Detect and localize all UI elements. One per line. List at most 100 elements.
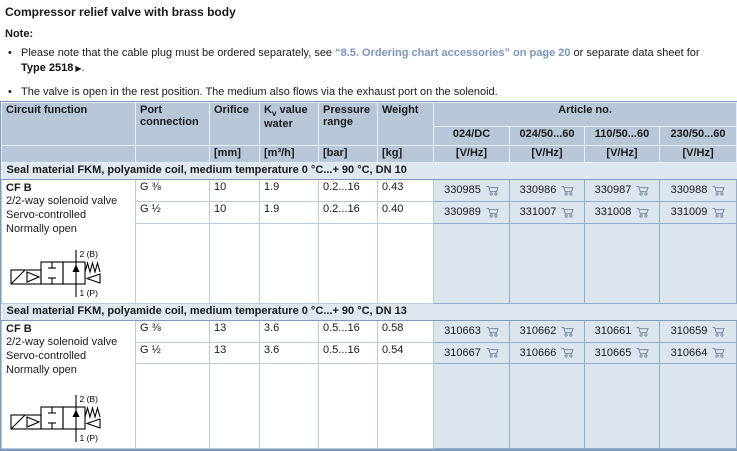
article-number: 310665 [594,346,632,359]
article-cell: 330987 [584,179,660,202]
table-row: G ½ 13 3.6 0.5...16 0.54 310667 310666 3… [2,341,737,364]
circuit-function-cell: CF B 2/2-way solenoid valve Servo-contro… [1,179,136,304]
article-cell: 310661 [584,320,660,343]
article-cell: 330986 [509,179,585,202]
port-cell: G ⅜ [135,320,210,343]
article-cell: 310665 [584,341,660,364]
ordering-chart-link[interactable]: “8.5. Ordering chart accessories” on pag… [335,47,571,59]
col-header-110-50-60: 110/50...60 [584,126,660,146]
table-row: G ½ 10 1.9 0.2...16 0.40 330989 331007 3… [2,200,737,224]
valve-symbol-diagram: 2 (B) 1 (P) [10,249,101,298]
pressure-cell: 0.5...16 [318,341,378,364]
article-number: 310662 [519,325,557,338]
article-number: 330989 [444,206,481,219]
article-number: 330988 [670,184,708,197]
circuit-line: Normally open [6,223,77,235]
add-to-cart-icon[interactable] [636,347,650,358]
circuit-line: 2/2-way solenoid valve [6,195,118,207]
article-cell: 330988 [658,179,737,202]
article-cell: 310663 [433,320,510,343]
orifice-cell: 13 [209,341,260,364]
article-number: 310666 [519,346,557,359]
note-text: or separate data sheet for [570,47,700,59]
add-to-cart-icon[interactable] [561,207,575,218]
kv-cell: 3.6 [259,341,319,364]
section-band-dn10: Seal material FKM, polyamide coil, mediu… [1,162,737,180]
note-item-1: • Please note that the cable plug must b… [0,46,737,76]
empty-cell [209,222,260,304]
empty-article-cell [584,222,660,304]
col-header-230-50-60: 230/50...60 [658,126,737,146]
unit-kg: [kg] [377,145,434,163]
add-to-cart-icon[interactable] [636,185,650,196]
add-to-cart-icon[interactable] [486,185,499,196]
empty-article-cell [509,363,585,449]
unit-vhz: [V/Hz] [433,145,510,163]
add-to-cart-icon[interactable] [486,347,499,358]
unit-vhz: [V/Hz] [658,145,737,163]
add-to-cart-icon[interactable] [712,185,726,196]
note-text: . [81,62,85,74]
add-to-cart-icon[interactable] [712,326,726,337]
article-cell: 310664 [658,341,737,364]
table-row: CF B 2/2-way solenoid valve Servo-contro… [1,179,737,304]
add-to-cart-icon[interactable] [561,347,575,358]
add-to-cart-icon[interactable] [486,326,499,337]
circuit-function-cell: CF B 2/2-way solenoid valve Servo-contro… [1,320,136,449]
header-row-voltages: 024/DC 024/50...60 110/50...60 230/50...… [2,126,737,146]
article-number: 331008 [594,206,632,219]
port-label-top: 2 (B) [80,249,99,259]
add-to-cart-icon[interactable] [636,326,650,337]
empty-article-cell [658,363,737,449]
header-row-1: Circuit function Port connection Orifice… [1,102,737,146]
col-header-orifice: Orifice [209,102,260,146]
article-cell: 331007 [509,200,585,224]
article-number: 310663 [444,325,481,338]
article-number: 310659 [670,325,708,338]
col-header-024-50-60: 024/50...60 [509,126,585,146]
add-to-cart-icon[interactable] [712,207,726,218]
port-label-bottom: 1 (P) [80,288,99,298]
kv-cell: 1.9 [259,179,319,202]
circuit-line: Servo-controlled [6,350,87,362]
article-cell: 330985 [433,179,510,202]
arrow-right-icon[interactable]: ▶ [75,64,82,73]
kv-sub: v [271,109,277,119]
circuit-line: Normally open [6,364,77,376]
col-header-pressure-range: Pressure range [318,102,378,146]
port-label-top: 2 (B) [80,394,99,404]
type-2518-link[interactable]: Type 2518 [21,62,74,74]
circuit-line: 2/2-way solenoid valve [6,336,118,348]
article-number: 310667 [444,346,481,359]
add-to-cart-icon[interactable] [712,347,726,358]
section-band-label: Seal material FKM, polyamide coil, mediu… [1,303,737,321]
empty-cell [135,363,210,449]
table-row: CF B 2/2-way solenoid valve Servo-contro… [1,320,737,449]
article-number: 310661 [594,325,632,338]
section-band-dn13: Seal material FKM, polyamide coil, mediu… [1,303,737,321]
add-to-cart-icon[interactable] [561,185,575,196]
orifice-cell: 13 [209,320,260,343]
circuit-name: CF B [6,182,32,194]
add-to-cart-icon[interactable] [636,207,650,218]
unit-bar: [bar] [318,145,378,163]
article-cell: 331008 [584,200,660,224]
article-cell: 310666 [509,341,585,364]
note-text: The valve is open in the rest position. … [21,86,498,98]
col-header-port-connection: Port connection [135,102,210,146]
note-item-2: • The valve is open in the rest position… [0,85,737,100]
article-cell: 310662 [509,320,585,343]
empty-article-cell [658,222,737,304]
article-number: 331009 [670,206,708,219]
unit-empty [135,145,210,163]
ordering-table: Circuit function Port connection Orifice… [1,102,737,449]
circuit-line: Servo-controlled [6,209,87,221]
add-to-cart-icon[interactable] [486,207,499,218]
article-number: 331007 [519,206,557,219]
add-to-cart-icon[interactable] [561,326,575,337]
empty-cell [377,363,434,449]
weight-cell: 0.58 [377,320,434,343]
valve-symbol-diagram: 2 (B) 1 (P) [10,394,101,443]
col-header-article-no: Article no. [432,102,737,127]
unit-vhz: [V/Hz] [509,145,585,163]
